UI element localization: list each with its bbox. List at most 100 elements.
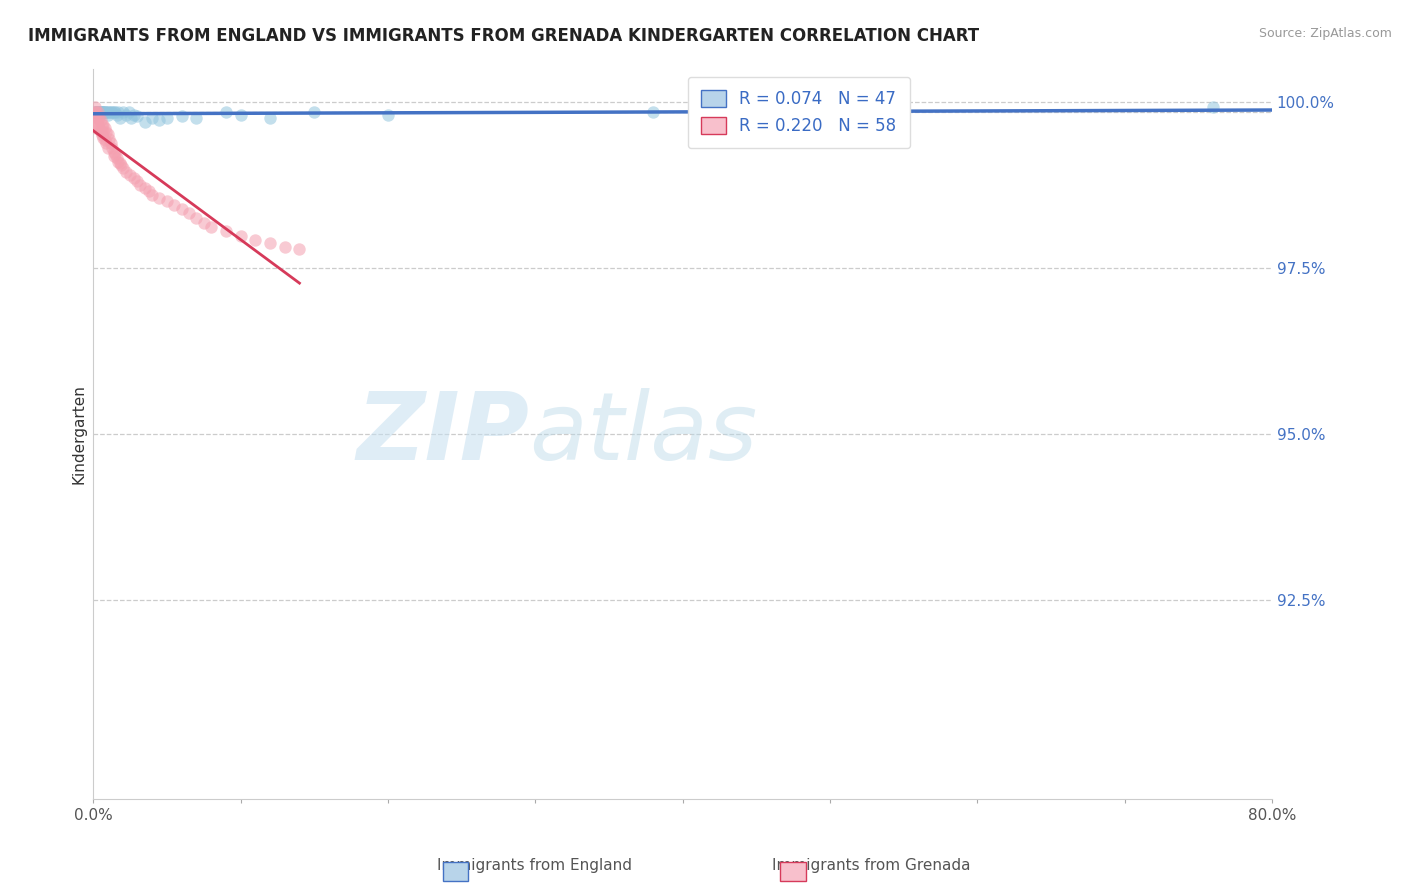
Point	[148, 113, 170, 128]
Point	[103, 149, 125, 163]
Point	[118, 168, 141, 182]
Point	[84, 118, 107, 132]
Point	[90, 125, 112, 139]
Point	[96, 125, 118, 139]
Point	[93, 125, 115, 139]
Point	[170, 109, 193, 123]
Point	[91, 104, 114, 119]
Point	[117, 104, 139, 119]
Point	[83, 104, 105, 119]
Point	[229, 229, 252, 244]
Point	[107, 104, 129, 119]
Point	[100, 104, 122, 119]
Text: Immigrants from Grenada: Immigrants from Grenada	[772, 858, 972, 872]
Point	[186, 211, 208, 225]
Text: Immigrants from England: Immigrants from England	[437, 858, 631, 872]
Point	[148, 191, 170, 205]
Point	[104, 104, 127, 119]
Point	[186, 112, 208, 126]
Point	[87, 104, 110, 119]
Point	[94, 104, 117, 119]
Point	[83, 109, 105, 123]
Point	[156, 111, 179, 125]
Point	[288, 242, 311, 256]
Point	[94, 133, 117, 147]
Point	[134, 181, 156, 195]
Point	[104, 146, 127, 161]
Point	[121, 112, 143, 126]
Point	[124, 171, 146, 186]
Point	[86, 118, 108, 132]
Point	[87, 112, 110, 126]
Point	[93, 118, 115, 132]
Text: IMMIGRANTS FROM ENGLAND VS IMMIGRANTS FROM GRENADA KINDERGARTEN CORRELATION CHAR: IMMIGRANTS FROM ENGLAND VS IMMIGRANTS FR…	[28, 27, 979, 45]
Text: ZIP: ZIP	[357, 388, 529, 480]
Point	[86, 112, 108, 126]
Point	[86, 104, 108, 119]
Point	[129, 178, 152, 192]
Point	[94, 104, 117, 119]
Point	[200, 219, 222, 234]
Point	[84, 104, 107, 119]
Point	[141, 112, 163, 126]
Point	[138, 185, 160, 199]
Point	[86, 104, 108, 119]
Point	[215, 104, 238, 119]
Point	[111, 104, 134, 119]
Point	[193, 216, 215, 230]
Point	[229, 108, 252, 122]
Point	[103, 104, 125, 119]
Point	[114, 108, 136, 122]
Point	[93, 131, 115, 145]
Point	[108, 112, 131, 126]
Point	[156, 194, 179, 209]
Point	[215, 224, 238, 238]
Point	[98, 104, 121, 119]
Point	[1202, 100, 1225, 114]
Point	[274, 239, 297, 253]
Point	[105, 151, 128, 165]
Point	[170, 202, 193, 217]
Point	[91, 118, 114, 132]
Point	[177, 206, 200, 220]
Text: atlas: atlas	[529, 389, 758, 480]
Point	[818, 104, 841, 119]
Point	[101, 104, 124, 119]
Point	[97, 127, 120, 141]
Point	[259, 235, 281, 250]
Point	[641, 104, 664, 119]
Text: Source: ZipAtlas.com: Source: ZipAtlas.com	[1258, 27, 1392, 40]
Point	[91, 104, 114, 119]
Point	[302, 104, 325, 119]
Point	[91, 128, 114, 142]
Point	[127, 109, 149, 123]
Point	[84, 104, 107, 119]
Point	[94, 121, 117, 136]
Point	[83, 104, 105, 119]
Point	[83, 100, 105, 114]
Legend: R = 0.074   N = 47, R = 0.220   N = 58: R = 0.074 N = 47, R = 0.220 N = 58	[688, 77, 910, 148]
Point	[83, 104, 105, 119]
Point	[96, 136, 118, 150]
Point	[163, 198, 186, 212]
Point	[127, 174, 149, 188]
Point	[87, 104, 110, 119]
Point	[84, 104, 107, 119]
Point	[93, 104, 115, 119]
Point	[101, 141, 124, 155]
Point	[111, 161, 134, 176]
Point	[90, 104, 112, 119]
Point	[141, 187, 163, 202]
Point	[134, 114, 156, 128]
Point	[86, 104, 108, 119]
Point	[97, 141, 120, 155]
Point	[105, 108, 128, 122]
Point	[245, 233, 267, 247]
Point	[107, 154, 129, 169]
Point	[87, 121, 110, 136]
Point	[100, 136, 122, 150]
Point	[259, 112, 281, 126]
Point	[103, 145, 125, 159]
Point	[97, 108, 120, 122]
Point	[96, 104, 118, 119]
